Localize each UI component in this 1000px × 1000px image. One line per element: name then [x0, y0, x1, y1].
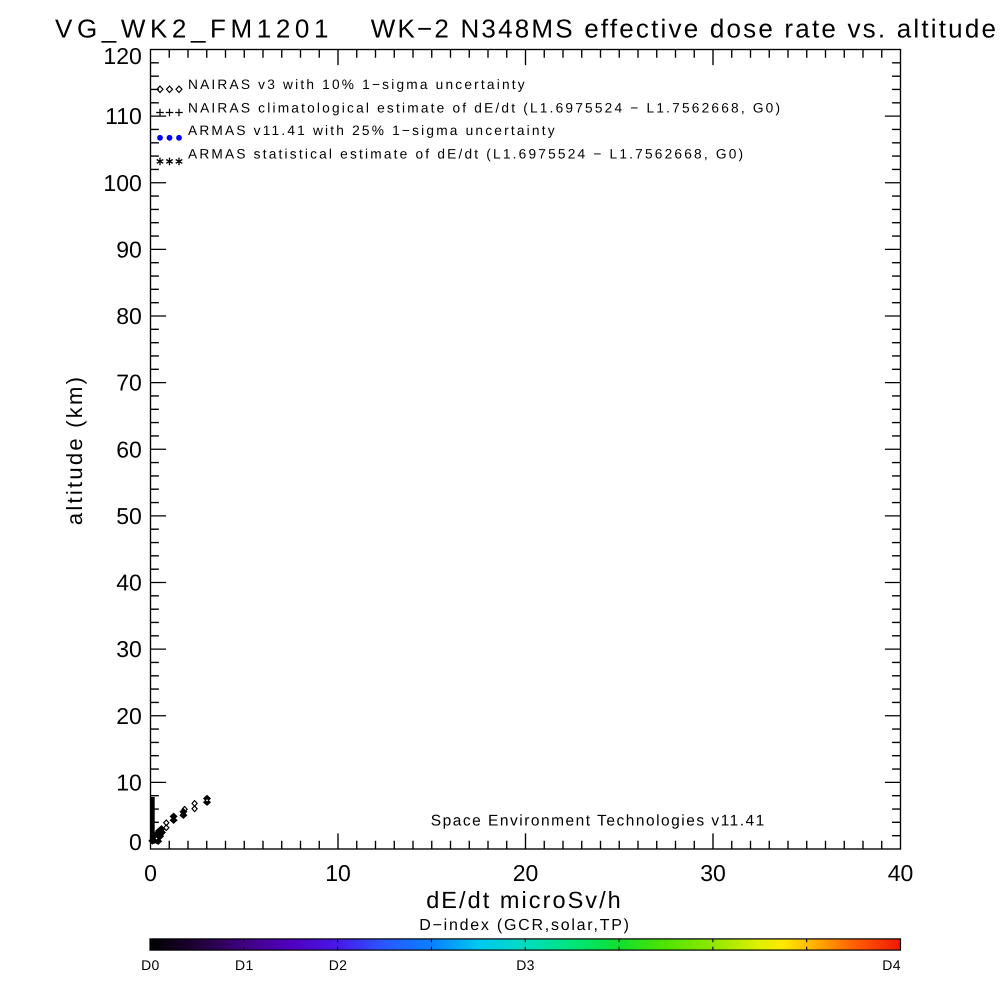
svg-text:0: 0 — [129, 829, 142, 855]
svg-text:NAIRAS climatological estimate: NAIRAS climatological estimate of dE/dt … — [188, 101, 782, 116]
svg-text:30: 30 — [700, 860, 726, 886]
svg-text:NAIRAS v3 with 10% 1−sigma unc: NAIRAS v3 with 10% 1−sigma uncertainty — [188, 77, 527, 92]
svg-text:20: 20 — [513, 860, 539, 886]
svg-text:30: 30 — [116, 636, 142, 662]
svg-text:100: 100 — [103, 170, 141, 196]
svg-text:D−index (GCR,solar,TP): D−index (GCR,solar,TP) — [419, 917, 630, 934]
svg-text:0: 0 — [144, 860, 157, 886]
svg-text:80: 80 — [116, 303, 142, 329]
svg-text:40: 40 — [888, 860, 914, 886]
svg-text:D1: D1 — [235, 957, 254, 973]
svg-text:10: 10 — [116, 770, 142, 796]
svg-text:D2: D2 — [329, 957, 348, 973]
svg-text:70: 70 — [116, 370, 142, 396]
svg-text:ARMAS statistical estimate of: ARMAS statistical estimate of dE/dt (L1.… — [188, 146, 745, 161]
svg-text:10: 10 — [325, 860, 351, 886]
svg-text:VG_WK2_FM1201 WK−2 N348MS e: VG_WK2_FM1201 WK−2 N348MS effective dose… — [55, 13, 998, 43]
svg-text:D4: D4 — [882, 957, 901, 973]
svg-text:Space Environment Technologies: Space Environment Technologies v11.41 — [431, 813, 766, 830]
svg-text:ARMAS v11.41 with 25% 1−sigma: ARMAS v11.41 with 25% 1−sigma uncertaint… — [188, 123, 557, 138]
svg-text:40: 40 — [116, 570, 142, 596]
svg-text:90: 90 — [116, 237, 142, 263]
svg-text:20: 20 — [116, 703, 142, 729]
svg-text:dE/dt microSv/h: dE/dt microSv/h — [426, 887, 623, 913]
svg-text:120: 120 — [103, 43, 141, 69]
svg-text:D0: D0 — [141, 957, 160, 973]
svg-text:D3: D3 — [516, 957, 535, 973]
svg-text:110: 110 — [105, 103, 142, 129]
svg-text:altitude (km): altitude (km) — [62, 375, 87, 525]
svg-text:50: 50 — [116, 503, 142, 529]
svg-text:60: 60 — [116, 436, 142, 462]
